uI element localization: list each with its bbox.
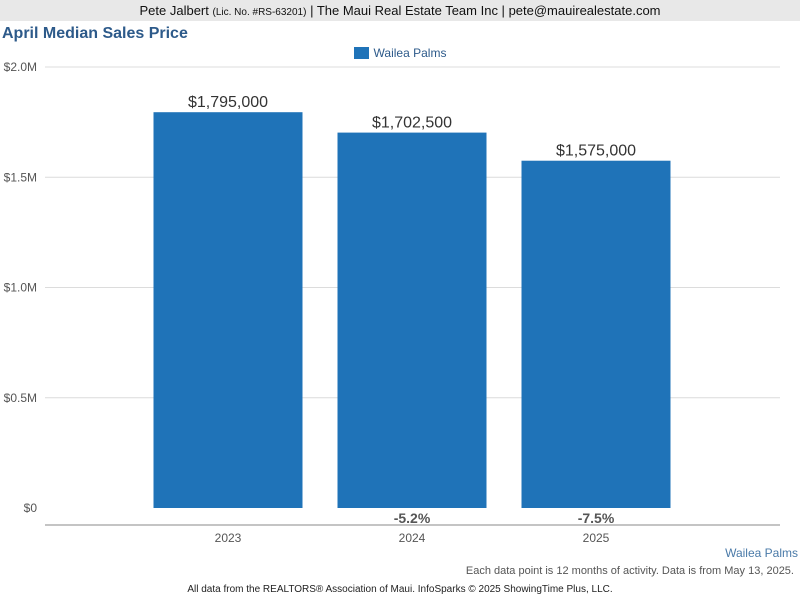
y-tick-label: $1.0M [4,281,37,295]
y-tick-label: $2.0M [4,60,37,74]
agent-name: Pete Jalbert [139,3,209,18]
y-tick-label: $0 [24,501,38,515]
x-tick-label: 2024 [399,531,426,545]
x-tick-label: 2025 [583,531,610,545]
bar [337,132,487,508]
percent-change-label: -7.5% [578,510,615,526]
y-tick-label: $1.5M [4,170,37,184]
license-number: (Lic. No. #RS-63201) [212,7,307,18]
chart-legend: Wailea Palms [0,46,800,60]
company-name: | The Maui Real Estate Team Inc | [310,3,505,18]
legend-label: Wailea Palms [373,46,447,60]
data-source: All data from the REALTORS® Association … [187,584,613,595]
bar-value-label: $1,702,500 [372,115,452,132]
percent-change-label: -5.2% [394,510,431,526]
x-tick-label: 2023 [215,531,242,545]
bar [521,160,671,508]
bar-value-label: $1,575,000 [556,143,636,160]
y-tick-label: $0.5M [4,391,37,405]
agent-header: Pete Jalbert (Lic. No. #RS-63201) | The … [0,0,800,21]
agent-email[interactable]: pete@mauirealestate.com [508,3,661,18]
bar [153,112,303,508]
bar-value-label: $1,795,000 [188,94,268,111]
data-footnote: Each data point is 12 months of activity… [465,565,794,577]
chart-title: April Median Sales Price [2,25,188,42]
legend-swatch [353,47,369,59]
series-note: Wailea Palms [725,546,798,560]
